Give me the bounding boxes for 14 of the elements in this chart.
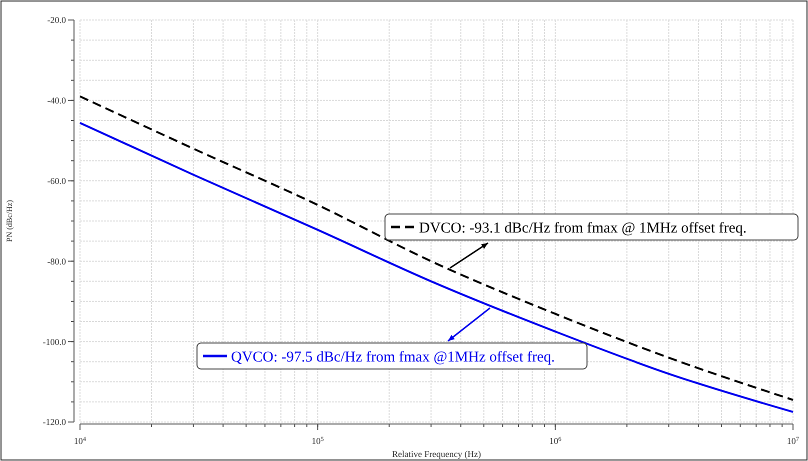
x-tick-label: 10$^{7}$ — [786, 436, 800, 446]
y-tick-label: -20.0 — [47, 15, 66, 26]
y-tick-label: -60.0 — [47, 176, 66, 186]
y-tick-label: -100.0 — [42, 336, 66, 347]
x-tick-label: 10$^{5}$ — [312, 436, 324, 446]
y-tick-label: -80.0 — [47, 256, 66, 266]
legend-label: QVCO: -97.5 dBc/Hz from fmax @1MHz offset freq. — [231, 349, 555, 366]
x-tick-label: 10$^{4}$ — [74, 436, 87, 446]
y-tick-label: -40.0 — [47, 96, 66, 106]
x-tick-label: 10$^{6}$ — [549, 436, 562, 446]
y-tick-label: -120.0 — [42, 417, 66, 428]
y-axis-title: PN (dBc/Hz) — [5, 200, 14, 242]
legend-label: DVCO: -93.1 dBc/Hz from fmax @ 1MHz offset freq. — [419, 220, 747, 236]
x-axis-title: Relative Frequency (Hz) — [392, 449, 481, 459]
